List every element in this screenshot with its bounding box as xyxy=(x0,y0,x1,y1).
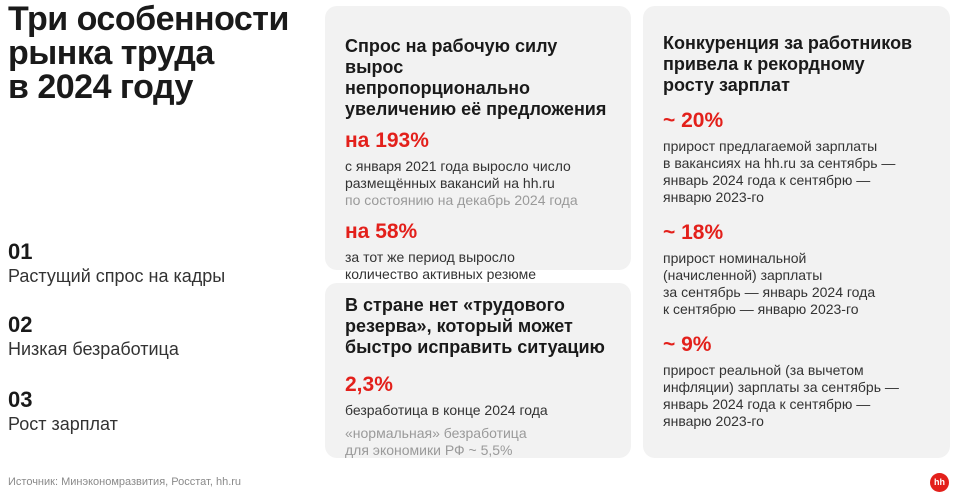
card-title: В стране нет «трудового резерва», которы… xyxy=(345,295,605,357)
stat-text: прирост номинальной (начисленной) зарпла… xyxy=(663,250,876,317)
source-note: Источник: Минэкономразвития, Росстат, hh… xyxy=(8,476,242,488)
stat-value: ~ 20% xyxy=(663,109,724,132)
stat-text: прирост предлагаемой зарплаты в вакансия… xyxy=(663,138,896,205)
stat-value: ~ 18% xyxy=(663,221,724,244)
logo: hh xyxy=(930,473,949,492)
feature-number: 02 xyxy=(8,312,33,337)
card-title: Конкуренция за работников привела к реко… xyxy=(663,33,913,95)
stat-value: 2,3% xyxy=(345,373,393,396)
stat-text: прирост реальной (за вычетом инфляции) з… xyxy=(663,362,899,429)
feature-label: Растущий спрос на кадры xyxy=(8,266,226,286)
stat-block: ~ 18% прирост номинальной (начисленной) з… xyxy=(663,220,930,318)
feature: 03 Рост зарплат xyxy=(8,388,118,436)
stat-text: с января 2021 года выросло число размещё… xyxy=(345,158,571,191)
feature-label: Низкая безработица xyxy=(8,339,179,359)
stat-block: ~ 20% прирост предлагаемой зарплаты в вак… xyxy=(663,108,930,206)
stat-value: ~ 9% xyxy=(663,333,712,356)
stat-note: «нормальная» безработица для экономики Р… xyxy=(345,425,527,458)
feature-number: 01 xyxy=(8,239,33,264)
stat-value: на 58% xyxy=(345,220,418,243)
card-title: Спрос на рабочую силу вырос непропорцион… xyxy=(345,36,607,119)
stat-value: на 193% xyxy=(345,129,429,152)
feature-number: 03 xyxy=(8,387,33,412)
card: Спрос на рабочую силу вырос непропорцион… xyxy=(325,6,631,299)
stat-block: ~ 9% прирост реальной (за вычетом инфляци… xyxy=(663,332,930,430)
stat-block: 2,3% безработица в конце 2024 года «нормал… xyxy=(345,372,611,459)
card: В стране нет «трудового резерва», которы… xyxy=(325,283,631,458)
card: Конкуренция за работников привела к реко… xyxy=(643,6,950,458)
stat-block: на 193% с января 2021 года выросло число … xyxy=(345,128,611,209)
page-title: Три особенности рынка труда в 2024 году xyxy=(8,0,289,106)
stat-note: по состоянию на декабрь 2024 года xyxy=(345,192,578,208)
feature-label: Рост зарплат xyxy=(8,414,118,434)
feature: 01 Растущий спрос на кадры xyxy=(8,240,225,288)
stat-text: безработица в конце 2024 года xyxy=(345,402,548,418)
feature: 02 Низкая безработица xyxy=(8,313,179,361)
